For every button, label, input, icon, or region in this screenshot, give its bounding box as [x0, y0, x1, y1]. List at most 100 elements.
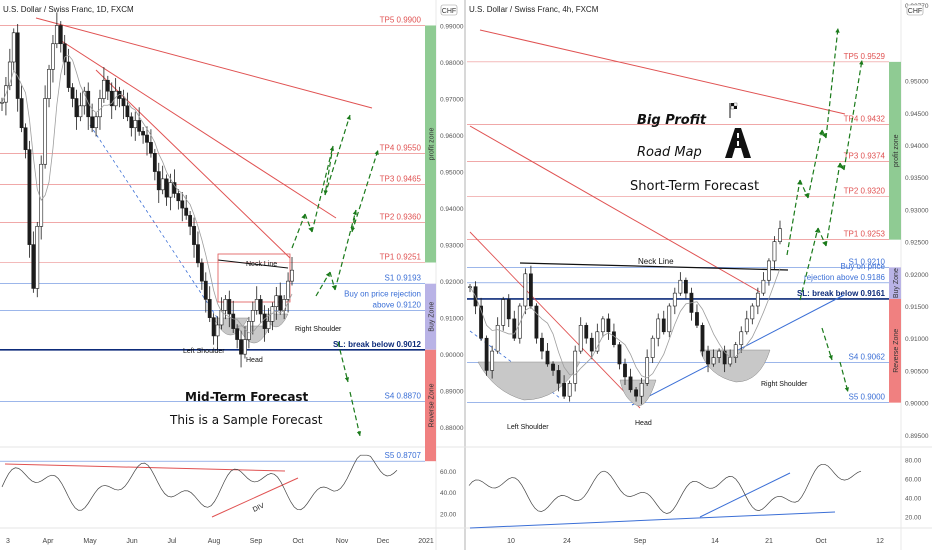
candle	[188, 215, 193, 227]
x-tick-label: Sep	[634, 538, 647, 545]
candle	[290, 269, 294, 282]
zone-band-reverse	[889, 298, 901, 403]
x-tick-label: 10	[507, 538, 515, 545]
div-label: DIV	[252, 502, 266, 513]
forecast-arrow	[843, 59, 863, 171]
x-tick-label: Nov	[336, 538, 349, 545]
y-tick-label: 0.92500	[905, 240, 929, 247]
candle	[278, 295, 283, 311]
right-right-shoulder-label: Right Shoulder	[761, 381, 808, 388]
pattern-box	[217, 253, 291, 303]
candle	[733, 344, 738, 358]
candle	[667, 305, 672, 333]
candle	[27, 149, 32, 245]
left-neck-line-label: Neck Line	[246, 261, 277, 268]
moving-average-line	[469, 268, 781, 379]
candle	[129, 116, 134, 129]
candle	[51, 43, 55, 70]
level-label: S4 0.8870	[385, 392, 422, 401]
candle	[98, 98, 102, 118]
candle	[47, 69, 51, 99]
candle	[274, 295, 279, 307]
candle	[600, 318, 605, 333]
level-label: S1 0.9210	[849, 257, 886, 266]
candle	[556, 370, 561, 384]
zone-label-reverse: Reverse Zone	[893, 329, 900, 373]
y-tick-label: 0.94000	[905, 143, 929, 150]
candle	[125, 105, 130, 118]
right-currency-badge[interactable]: CHF	[908, 8, 922, 15]
arrow-head	[835, 28, 840, 33]
candle	[258, 299, 263, 315]
candle	[545, 350, 550, 365]
candle	[528, 273, 533, 307]
arrow-head	[822, 241, 827, 246]
left-head-label: Head	[246, 357, 263, 364]
x-tick-label: 24	[563, 538, 571, 545]
right-left-shoulder-label: Left Shoulder	[507, 424, 549, 431]
y-tick-label: 0.90000	[440, 352, 464, 359]
arrow-head	[839, 165, 844, 170]
left-currency-badge[interactable]: CHF	[442, 8, 456, 15]
zone-label-profit: profit zone	[429, 128, 436, 161]
left-right-shoulder-label: Right Shoulder	[295, 326, 342, 333]
level-label: TP4 0.9550	[380, 143, 422, 152]
y-tick-label: 0.93500	[905, 175, 929, 182]
candle	[223, 299, 228, 311]
candle	[606, 318, 611, 333]
candle	[540, 337, 544, 352]
candle	[495, 325, 500, 352]
arrow-head	[301, 214, 306, 219]
candle	[778, 228, 782, 242]
candle	[506, 299, 511, 320]
arrow-head	[325, 272, 330, 277]
candle	[149, 142, 153, 154]
candle	[243, 339, 247, 355]
road-icon	[725, 128, 751, 158]
candle	[286, 280, 290, 300]
x-tick-label: Jun	[126, 538, 137, 545]
candle	[7, 61, 12, 87]
right-neck-line-label: Neck Line	[638, 257, 674, 266]
zone-label-profit: profit zone	[893, 134, 900, 167]
candle	[739, 331, 744, 345]
candle	[683, 279, 688, 294]
level-label: SL: break below 0.9012	[333, 340, 422, 349]
forecast-arrow	[334, 209, 357, 291]
big-profit-label: Big Profit	[637, 113, 707, 128]
candle	[700, 325, 705, 352]
forecast-arrow	[311, 145, 334, 233]
candle	[35, 226, 40, 289]
level-label: S4 0.9062	[849, 353, 886, 362]
candle	[109, 90, 114, 107]
candle	[23, 127, 28, 150]
x-tick-label: May	[83, 538, 97, 545]
right-chart-title: U.S. Dollar / Swiss Franc, 4h, FXCM	[469, 5, 599, 14]
candle	[168, 182, 173, 198]
candle	[772, 241, 777, 262]
candle	[137, 120, 142, 132]
x-tick-label: 3	[6, 538, 10, 545]
level-label: S1 0.9193	[385, 274, 422, 283]
candle	[74, 98, 79, 118]
forecast-arrow	[799, 227, 819, 301]
candle	[54, 25, 59, 45]
candle	[94, 116, 98, 129]
candle	[239, 339, 243, 355]
candle	[78, 105, 83, 118]
y-tick-label: 0.91000	[905, 336, 929, 343]
level-label: above 0.9120	[373, 300, 422, 309]
forecast-arrow	[329, 271, 336, 291]
candle	[184, 207, 189, 216]
candle	[584, 325, 589, 339]
y-tick-label: 0.97000	[440, 97, 464, 104]
candle	[722, 350, 727, 365]
candle	[227, 299, 232, 315]
y-tick-label: 0.89000	[440, 389, 464, 396]
resistance-trendline	[479, 29, 846, 115]
y-tick-label: 0.95000	[905, 79, 929, 86]
dashed-support-line	[89, 124, 223, 326]
candle	[70, 87, 75, 99]
candle	[612, 331, 616, 345]
indicator-tick-label: 20.00	[905, 514, 922, 521]
